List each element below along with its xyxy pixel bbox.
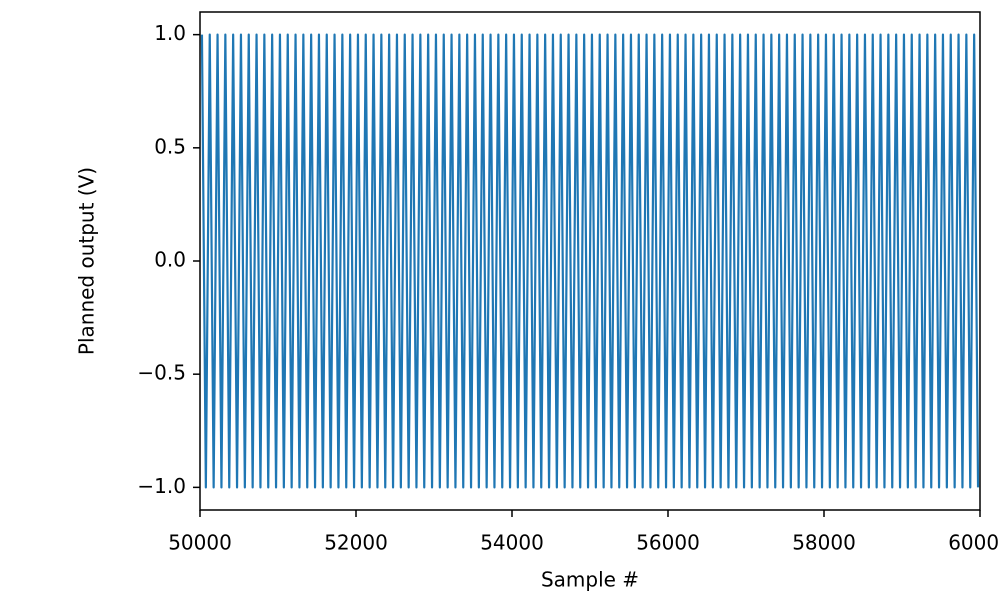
x-tick-label: 54000 bbox=[480, 531, 544, 555]
x-tick-label: 50000 bbox=[168, 531, 232, 555]
x-tick-label: 58000 bbox=[792, 531, 856, 555]
y-tick-label: −1.0 bbox=[137, 474, 186, 498]
x-axis-label: Sample # bbox=[541, 568, 639, 592]
x-tick-label: 56000 bbox=[636, 531, 700, 555]
y-tick-label: 0.5 bbox=[154, 134, 186, 158]
y-axis-label: Planned output (V) bbox=[75, 167, 99, 355]
series-line bbox=[200, 33, 980, 489]
y-tick-label: 1.0 bbox=[154, 21, 186, 45]
y-tick-label: −0.5 bbox=[137, 361, 186, 385]
x-tick-label: 52000 bbox=[324, 531, 388, 555]
plot-frame bbox=[199, 11, 981, 511]
x-tick-label: 60000 bbox=[948, 531, 1000, 555]
y-tick-label: 0.0 bbox=[154, 248, 186, 272]
